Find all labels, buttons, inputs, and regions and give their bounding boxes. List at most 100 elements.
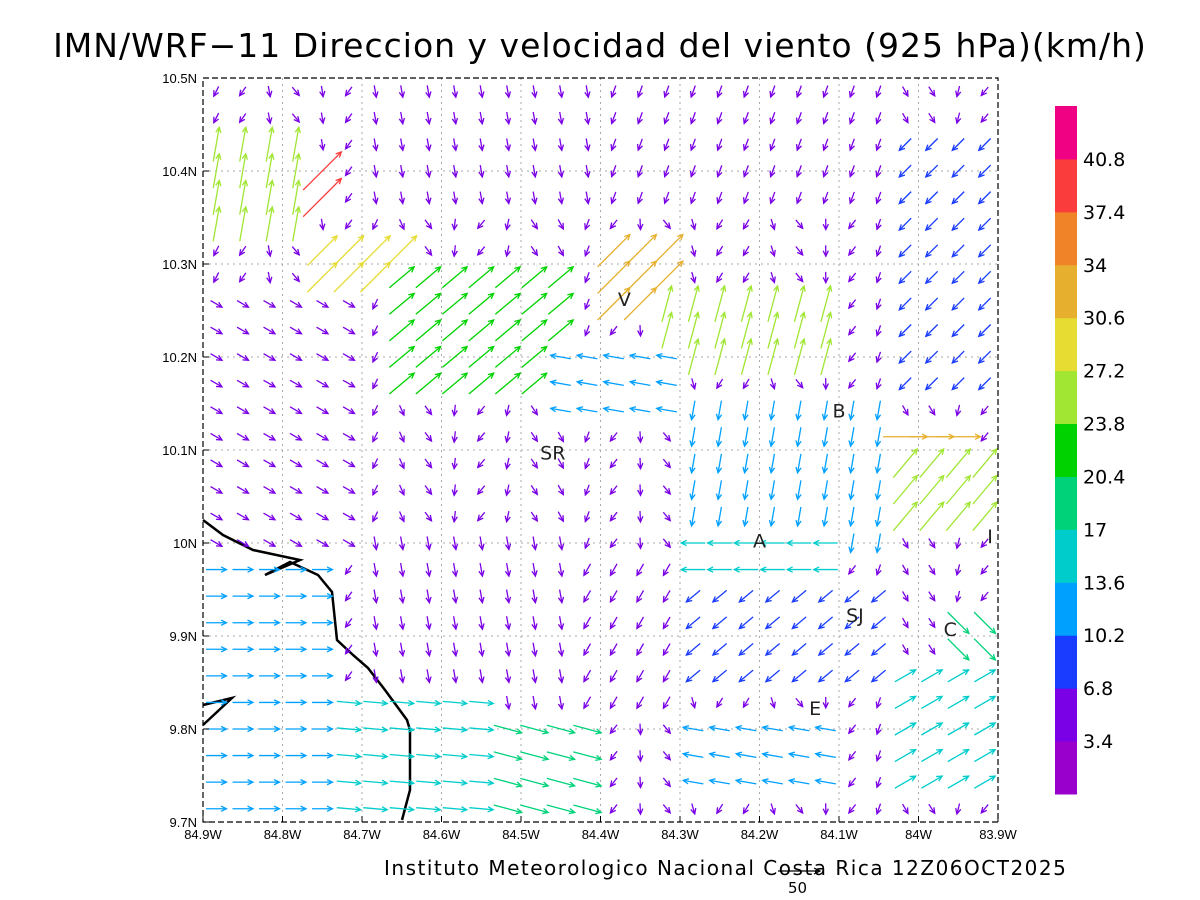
wind-vector — [974, 775, 997, 789]
wind-vector — [742, 803, 750, 815]
wind-vector — [266, 271, 273, 285]
wind-vector — [504, 138, 512, 152]
wind-vector — [767, 284, 780, 322]
wind-vector — [469, 726, 495, 733]
wind-vector — [584, 298, 591, 311]
wind-vector — [636, 165, 643, 179]
wind-vector — [530, 245, 539, 257]
wind-vector — [263, 326, 277, 335]
wind-vector — [973, 611, 997, 635]
wind-vector — [898, 324, 912, 338]
wind-vector — [575, 379, 598, 386]
wind-vector — [468, 319, 495, 342]
wind-vector — [451, 431, 458, 444]
wind-vector — [342, 326, 356, 335]
wind-vector — [637, 723, 644, 736]
wind-vector — [711, 669, 728, 683]
wind-vector — [415, 319, 442, 342]
wind-vector — [636, 669, 645, 683]
wind-vector — [342, 432, 356, 441]
wind-vector — [902, 405, 909, 417]
y-tick-label: 9.7N — [170, 815, 197, 830]
wind-vector — [206, 592, 228, 600]
colorbar-segment — [1055, 423, 1077, 477]
wind-vector — [848, 533, 855, 554]
wind-vector — [531, 695, 538, 711]
wind-vector — [715, 506, 723, 528]
wind-vector — [312, 805, 334, 812]
wind-vector — [312, 592, 334, 600]
colorbar-segment — [1055, 106, 1077, 160]
wind-vector — [892, 474, 919, 505]
city-label: V — [618, 289, 631, 311]
wind-vector — [690, 697, 697, 710]
wind-vector — [870, 616, 887, 630]
wind-vector — [951, 324, 965, 338]
wind-vector — [820, 284, 833, 322]
wind-vector — [977, 244, 992, 258]
wind-vector — [977, 297, 992, 311]
wind-vector — [573, 724, 603, 735]
wind-vector — [817, 589, 834, 603]
wind-vector — [238, 272, 247, 283]
wind-vector — [609, 538, 618, 549]
wind-vector — [636, 85, 643, 99]
wind-vector — [398, 484, 405, 497]
wind-vector — [504, 695, 512, 711]
wind-vector — [415, 372, 442, 395]
wind-vector — [795, 138, 802, 152]
wind-vector — [451, 642, 459, 658]
wind-vector — [285, 566, 308, 573]
wind-vector — [441, 345, 469, 368]
wind-vector — [478, 111, 485, 126]
wind-vector — [316, 432, 330, 441]
wind-vector — [894, 669, 917, 683]
wind-vector — [372, 616, 379, 631]
wind-vector — [610, 165, 617, 179]
wind-vector — [902, 644, 909, 656]
wind-vector — [531, 164, 538, 179]
wind-vector — [259, 699, 281, 706]
wind-vector — [312, 646, 334, 653]
wind-vector — [609, 777, 618, 788]
wind-vector — [236, 512, 250, 521]
wind-vector — [822, 138, 829, 152]
colorbar-label: 6.8 — [1083, 678, 1113, 700]
wind-vector — [787, 724, 810, 732]
wind-vector — [504, 431, 511, 444]
wind-vector — [398, 562, 406, 578]
wind-vector — [795, 400, 802, 422]
wind-vector — [398, 218, 405, 231]
wind-vector — [415, 265, 442, 289]
wind-vector — [769, 245, 776, 258]
wind-vector — [583, 563, 592, 577]
wind-vector — [584, 218, 591, 231]
wind-vector — [795, 427, 802, 448]
wind-vector — [875, 138, 882, 152]
wind-vector — [662, 563, 671, 577]
wind-vector — [451, 616, 459, 631]
wind-vector — [902, 617, 909, 629]
wind-vector — [206, 752, 228, 759]
wind-vector — [265, 125, 275, 162]
wind-vector — [894, 775, 917, 789]
wind-vector — [319, 218, 326, 231]
wind-vector — [602, 406, 624, 413]
wind-vector — [372, 484, 379, 497]
wind-vector — [795, 804, 804, 815]
wind-vector — [921, 695, 944, 709]
wind-vector — [259, 619, 281, 626]
wind-vector — [451, 510, 458, 524]
wind-vector — [738, 616, 754, 630]
wind-vector — [236, 539, 250, 548]
wind-vector — [344, 564, 353, 576]
wind-vector — [388, 265, 416, 289]
wind-vector — [791, 616, 807, 630]
city-label: B — [832, 400, 845, 422]
wind-vector — [372, 589, 379, 605]
wind-vector — [451, 404, 458, 417]
wind-vector — [557, 431, 565, 443]
wind-vector — [238, 245, 247, 257]
wind-vector — [557, 245, 565, 257]
